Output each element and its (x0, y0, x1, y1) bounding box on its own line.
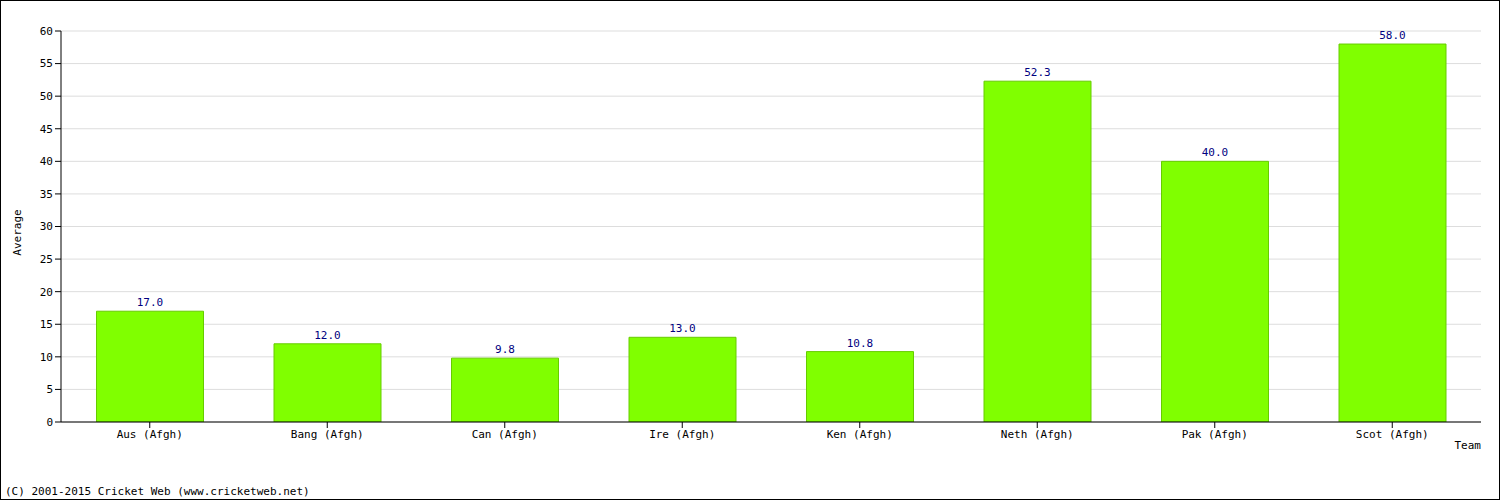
svg-text:Pak (Afgh): Pak (Afgh) (1182, 428, 1248, 441)
svg-text:20: 20 (40, 286, 53, 299)
svg-text:60: 60 (40, 25, 53, 38)
svg-text:10.8: 10.8 (847, 337, 874, 350)
svg-text:50: 50 (40, 90, 53, 103)
svg-text:0: 0 (46, 416, 53, 429)
svg-text:30: 30 (40, 220, 53, 233)
svg-text:25: 25 (40, 253, 53, 266)
svg-text:45: 45 (40, 123, 53, 136)
svg-text:5: 5 (46, 383, 53, 396)
html-text:(C) 2001-2015 Cricket Web (www: (C) 2001-2015 Cricket Web (www.cricketwe… (5, 485, 310, 498)
svg-text:Neth (Afgh): Neth (Afgh) (1001, 428, 1074, 441)
html-text:Team: Team (1454, 439, 1481, 452)
svg-text:Aus (Afgh): Aus (Afgh) (117, 428, 183, 441)
svg-text:40.0: 40.0 (1202, 146, 1229, 159)
svg-text:12.0: 12.0 (314, 329, 341, 342)
svg-text:10: 10 (40, 351, 53, 364)
svg-text:40: 40 (40, 155, 53, 168)
svg-text:13.0: 13.0 (669, 322, 696, 335)
svg-text:58.0: 58.0 (1379, 29, 1406, 42)
svg-text:17.0: 17.0 (137, 296, 164, 309)
html-text:Average: Average (10, 209, 24, 256)
svg-text:35: 35 (40, 188, 53, 201)
svg-text:Scot (Afgh): Scot (Afgh) (1356, 428, 1429, 441)
svg-text:15: 15 (40, 318, 53, 331)
svg-text:9.8: 9.8 (495, 343, 515, 356)
svg-text:Bang (Afgh): Bang (Afgh) (291, 428, 364, 441)
svg-text:Ire (Afgh): Ire (Afgh) (649, 428, 715, 441)
svg-text:Ken (Afgh): Ken (Afgh) (827, 428, 893, 441)
svg-text:55: 55 (40, 57, 53, 70)
svg-text:52.3: 52.3 (1024, 66, 1051, 79)
svg-text:Can (Afgh): Can (Afgh) (472, 428, 538, 441)
